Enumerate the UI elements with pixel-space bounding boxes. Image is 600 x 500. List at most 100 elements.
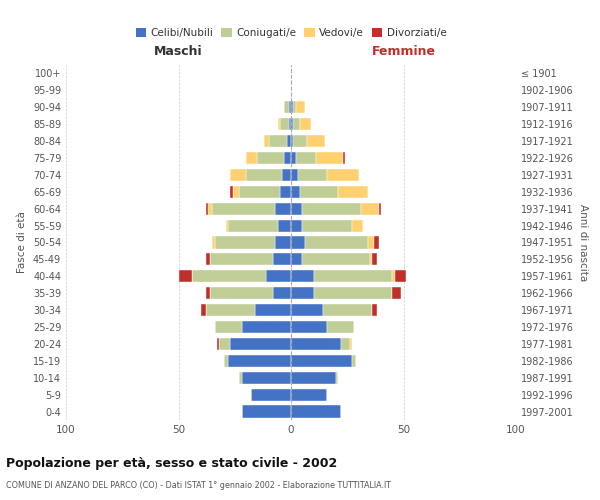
Bar [230,338,291,350]
Bar [223,354,228,367]
Bar [374,236,379,248]
Bar [257,152,284,164]
Bar [230,186,233,198]
Bar [392,270,395,282]
Bar [215,236,275,248]
Bar [266,270,291,282]
Bar [273,254,291,266]
Bar [296,152,316,164]
Bar [273,287,291,300]
Bar [323,304,372,316]
Bar [372,304,377,316]
Bar [291,152,296,164]
Bar [282,169,291,181]
Bar [370,254,372,266]
Bar [291,388,327,400]
Bar [341,338,349,350]
Bar [205,287,210,300]
Bar [305,236,367,248]
Legend: Celibi/Nubili, Coniugati/e, Vedovi/e, Divorziati/e: Celibi/Nubili, Coniugati/e, Vedovi/e, Di… [131,24,451,42]
Bar [239,186,280,198]
Bar [289,101,291,114]
Y-axis label: Fasce di età: Fasce di età [17,212,27,274]
Bar [264,135,269,147]
Bar [205,254,210,266]
Bar [241,406,291,417]
Bar [338,186,367,198]
Bar [291,186,300,198]
Bar [291,118,293,130]
Bar [291,270,314,282]
Bar [289,118,291,130]
Bar [291,254,302,266]
Bar [291,338,341,350]
Bar [372,254,377,266]
Bar [367,236,374,248]
Bar [302,202,361,215]
Bar [226,220,228,232]
Bar [230,169,246,181]
Bar [246,152,257,164]
Bar [275,236,291,248]
Bar [352,354,356,367]
Bar [201,304,205,316]
Bar [291,287,314,300]
Bar [336,372,338,384]
Bar [208,202,212,215]
Bar [269,135,287,147]
Bar [327,169,359,181]
Bar [239,372,241,384]
Bar [291,304,323,316]
Text: Popolazione per età, sesso e stato civile - 2002: Popolazione per età, sesso e stato civil… [6,458,337,470]
Bar [314,270,392,282]
Bar [379,202,381,215]
Bar [314,287,392,300]
Bar [291,220,302,232]
Bar [246,169,282,181]
Bar [280,186,291,198]
Bar [291,101,293,114]
Bar [307,135,325,147]
Bar [284,101,289,114]
Bar [291,406,341,417]
Bar [293,101,296,114]
Bar [395,270,406,282]
Bar [300,186,338,198]
Bar [349,338,352,350]
Bar [291,236,305,248]
Bar [255,304,291,316]
Bar [300,118,311,130]
Bar [241,321,291,333]
Bar [215,321,241,333]
Bar [293,135,307,147]
Bar [302,254,370,266]
Bar [205,304,255,316]
Bar [219,338,230,350]
Bar [284,152,291,164]
Bar [296,101,305,114]
Bar [277,220,291,232]
Text: Maschi: Maschi [154,45,203,58]
Text: COMUNE DI ANZANO DEL PARCO (CO) - Dati ISTAT 1° gennaio 2002 - Elaborazione TUTT: COMUNE DI ANZANO DEL PARCO (CO) - Dati I… [6,481,391,490]
Bar [228,354,291,367]
Bar [210,254,273,266]
Bar [212,236,215,248]
Bar [212,202,275,215]
Bar [392,287,401,300]
Bar [298,169,327,181]
Bar [233,186,239,198]
Bar [291,202,302,215]
Bar [291,169,298,181]
Bar [361,202,379,215]
Bar [277,118,280,130]
Bar [280,118,289,130]
Bar [327,321,354,333]
Bar [293,118,300,130]
Bar [291,372,336,384]
Bar [251,388,291,400]
Bar [291,354,352,367]
Bar [228,220,277,232]
Y-axis label: Anni di nascita: Anni di nascita [578,204,587,281]
Bar [352,220,363,232]
Bar [343,152,345,164]
